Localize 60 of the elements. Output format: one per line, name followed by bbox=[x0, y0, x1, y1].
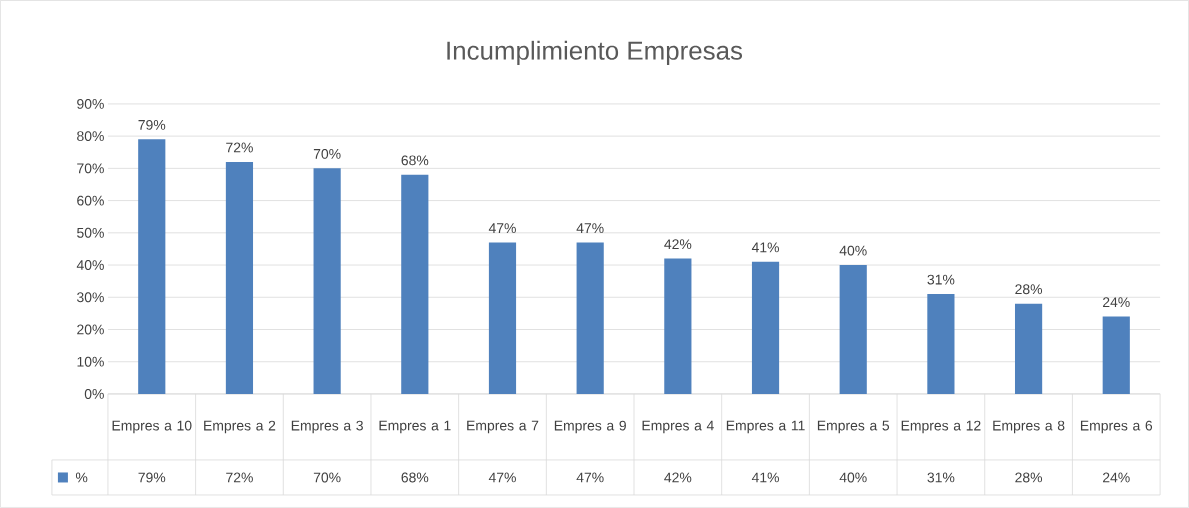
y-tick-label: 60% bbox=[77, 195, 104, 206]
chart-title: Incumplimiento Empresas bbox=[447, 40, 743, 66]
text: 41% bbox=[751, 242, 779, 253]
text: 72% bbox=[226, 472, 253, 483]
text: 72% bbox=[226, 142, 253, 153]
bar bbox=[927, 294, 955, 395]
x-tick-label: Empres a 8 bbox=[993, 420, 1065, 434]
text: 40% bbox=[839, 245, 867, 256]
x-tick-label: Empres a 9 bbox=[554, 420, 626, 434]
bar bbox=[313, 168, 341, 395]
text: 28% bbox=[1015, 472, 1043, 483]
text: 24% bbox=[1103, 297, 1130, 308]
x-tick-label: Empres a 10 bbox=[112, 420, 192, 434]
x-tick-label: Empres a 7 bbox=[467, 420, 539, 434]
bar bbox=[1102, 316, 1130, 395]
x-tick-label: Empres a 5 bbox=[817, 420, 890, 434]
y-tick-label: 10% bbox=[77, 356, 104, 367]
text: 24% bbox=[1103, 472, 1130, 483]
x-tick-label: Empres a 6 bbox=[1080, 420, 1153, 434]
text: 79% bbox=[138, 120, 166, 130]
bar bbox=[1014, 303, 1043, 395]
text: 70% bbox=[313, 149, 341, 159]
text: 47% bbox=[576, 223, 604, 234]
text: 79% bbox=[138, 472, 166, 483]
y-tick-label: 0% bbox=[84, 389, 104, 399]
text: 68% bbox=[401, 472, 429, 483]
text: 31% bbox=[927, 472, 955, 483]
bar bbox=[401, 174, 429, 395]
y-tick-label: 70% bbox=[77, 163, 104, 174]
bar bbox=[576, 242, 604, 395]
text: 68% bbox=[401, 155, 429, 166]
x-tick-label: Empres a 4 bbox=[642, 420, 714, 434]
bar bbox=[751, 261, 780, 395]
bar bbox=[839, 265, 867, 395]
y-tick-label: 30% bbox=[77, 292, 104, 303]
text: 28% bbox=[1015, 284, 1043, 295]
x-tick-label: Empres a 2 bbox=[204, 420, 276, 434]
y-tick-label: 90% bbox=[77, 99, 104, 109]
bar bbox=[664, 258, 692, 395]
text: 31% bbox=[927, 274, 955, 285]
text: 70% bbox=[313, 472, 341, 483]
y-tick-label: 40% bbox=[76, 260, 104, 271]
text: 40% bbox=[839, 472, 867, 483]
text: 42% bbox=[664, 239, 692, 250]
x-tick-label: Empres a 12 bbox=[901, 420, 981, 434]
legend-label: % bbox=[75, 472, 88, 483]
text: 42% bbox=[664, 472, 692, 483]
x-tick-label: Empres a 1 bbox=[379, 420, 451, 434]
text: 47% bbox=[576, 472, 604, 483]
bar bbox=[488, 242, 517, 395]
text: 47% bbox=[488, 223, 516, 234]
bar bbox=[138, 139, 166, 395]
y-tick-label: 80% bbox=[77, 131, 104, 142]
bar bbox=[225, 161, 254, 395]
x-tick-label: Empres a 3 bbox=[291, 420, 363, 434]
text: 41% bbox=[751, 472, 779, 483]
x-tick-label: Empres a 11 bbox=[726, 420, 805, 434]
text: 47% bbox=[488, 472, 516, 483]
y-tick-label: 20% bbox=[77, 324, 104, 335]
y-tick-label: 50% bbox=[77, 227, 104, 238]
